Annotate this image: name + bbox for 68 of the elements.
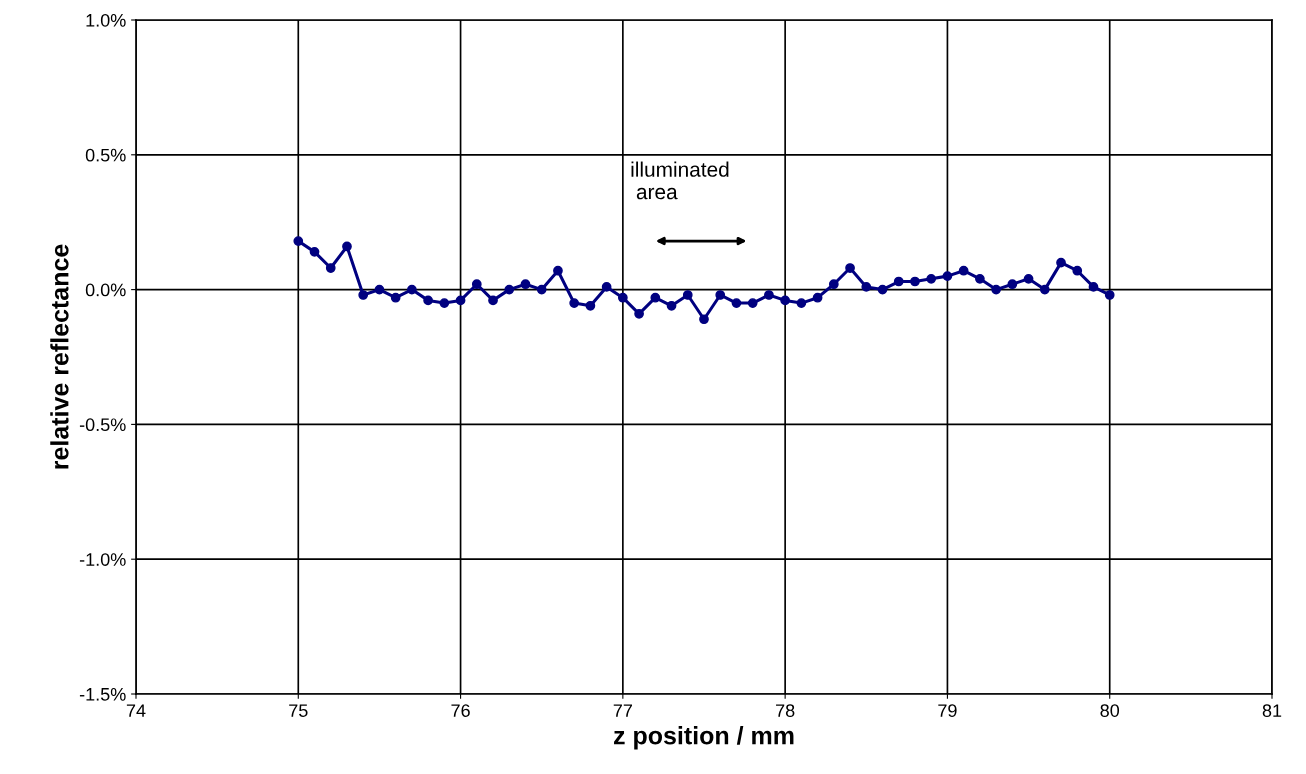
point [1104,290,1115,300]
point [877,284,888,295]
point [942,271,953,281]
point [812,292,823,303]
point [1056,257,1066,268]
point [1023,273,1034,284]
point [666,300,677,311]
point [780,295,791,306]
point [358,290,369,300]
point [975,273,985,284]
x-axis-title: z position / mm [614,726,794,750]
point [715,290,726,300]
point [699,314,709,325]
point [423,295,433,306]
point [471,279,482,290]
point [390,292,401,303]
point [536,284,547,295]
x-tick-label: 76 [451,704,470,717]
point [926,273,937,284]
y-tick-label: 1.0% [86,13,126,27]
y-tick-label: 0.0% [85,283,126,297]
point [747,298,758,308]
point [764,290,774,300]
point [650,292,661,303]
point [845,263,855,273]
point [617,292,628,303]
x-tick-label: 81 [1262,704,1282,717]
point [1072,265,1083,276]
point [520,279,531,290]
point [342,241,352,252]
point [861,282,872,292]
point [309,246,320,257]
point [374,284,385,295]
point [893,276,904,287]
point [682,290,693,300]
point [325,263,336,273]
point [1088,282,1099,292]
point [585,300,596,311]
x-tick-label: 74 [126,704,146,717]
point [601,282,612,292]
annotation: illuminated area [631,161,729,200]
y-axis-title: relative reflectance [50,244,69,469]
x-tick-label: 79 [938,704,957,717]
x-tick-label: 80 [1100,704,1120,717]
point [958,265,969,276]
y-tick-label: -1.5% [79,688,126,701]
point [455,295,466,306]
y-tick-label: 0.5% [85,148,126,162]
point [1007,279,1018,290]
point [828,279,839,290]
point [1039,284,1050,295]
y-tick-label: -1.0% [79,553,126,566]
point [569,298,580,308]
point [910,276,920,287]
point [488,295,498,306]
point [991,284,1001,295]
y-tick-label: -0.5% [79,418,126,432]
point [553,265,563,276]
point [731,298,742,308]
x-tick-label: 78 [776,704,795,717]
point [634,309,644,319]
x-tick-label: 77 [613,704,632,717]
point [439,298,450,308]
point [504,284,515,295]
point [796,298,807,308]
point [293,236,304,246]
x-tick-label: 75 [289,704,308,717]
point [407,284,417,295]
